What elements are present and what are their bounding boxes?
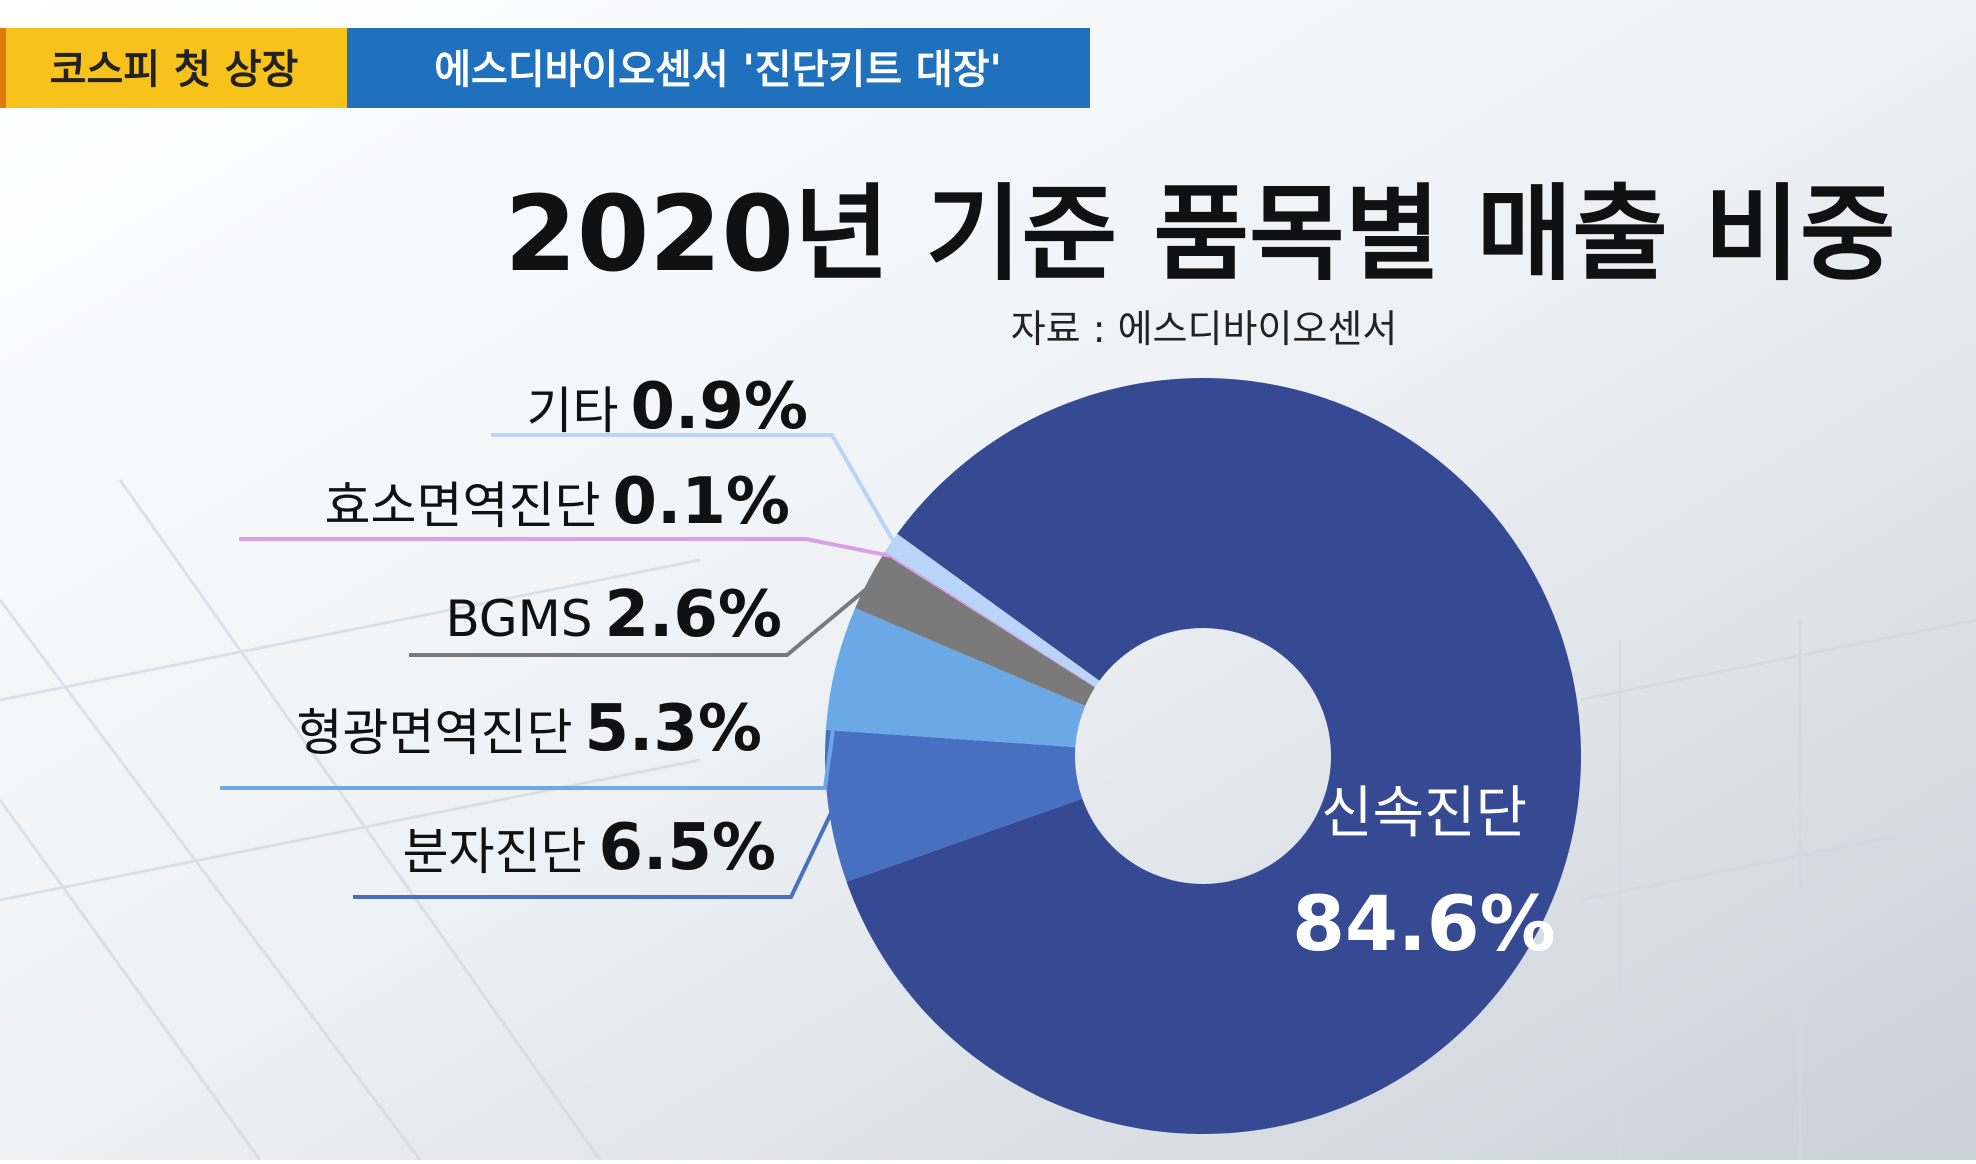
building-lines	[0, 479, 1976, 1161]
category-label: 효소면역진단	[325, 477, 601, 535]
slice-label: BGMS 2.6%	[445, 578, 782, 652]
category-label: BGMS	[445, 590, 592, 648]
value-label: 2.6%	[605, 578, 783, 652]
leader-line	[239, 537, 890, 558]
value-label: 0.1%	[613, 465, 791, 539]
value-label: 6.5%	[599, 811, 777, 885]
chart-title: 2020년 기준 품목별 매출 비중	[504, 173, 1895, 295]
header-accent	[0, 28, 6, 108]
chart-subtitle: 자료 : 에스디바이오센서	[1011, 307, 1398, 351]
slice-label: 형광면역진단 5.3%	[297, 692, 763, 766]
header-tag-box	[0, 28, 347, 108]
value-label: 84.6%	[1292, 879, 1556, 968]
donut-slice	[855, 553, 1095, 706]
donut-slice	[885, 533, 1100, 687]
category-label: 기타	[527, 382, 619, 440]
leader-line	[220, 668, 844, 790]
header-headline-box	[347, 28, 1090, 108]
donut-slice	[883, 551, 1096, 688]
value-label: 5.3%	[585, 692, 763, 766]
header-headline: 에스디바이오센서 '진단키트 대장'	[434, 47, 1002, 93]
slice-label: 분자진단 6.5%	[403, 811, 777, 885]
donut-slice	[825, 608, 1086, 748]
category-label: 분자진단	[403, 823, 587, 881]
value-label: 0.9%	[631, 370, 809, 444]
donut-slice	[825, 729, 1083, 882]
leader-line	[491, 433, 898, 547]
donut-slice	[846, 378, 1581, 1135]
slice-label: 기타 0.9%	[527, 370, 809, 444]
slice-label: 효소면역진단 0.1%	[325, 465, 791, 539]
leader-line	[409, 581, 875, 657]
header-tag: 코스피 첫 상장	[50, 47, 299, 93]
slice-label: 신속진단	[1321, 781, 1527, 846]
category-label: 형광면역진단	[297, 704, 573, 762]
leader-line	[353, 805, 837, 899]
